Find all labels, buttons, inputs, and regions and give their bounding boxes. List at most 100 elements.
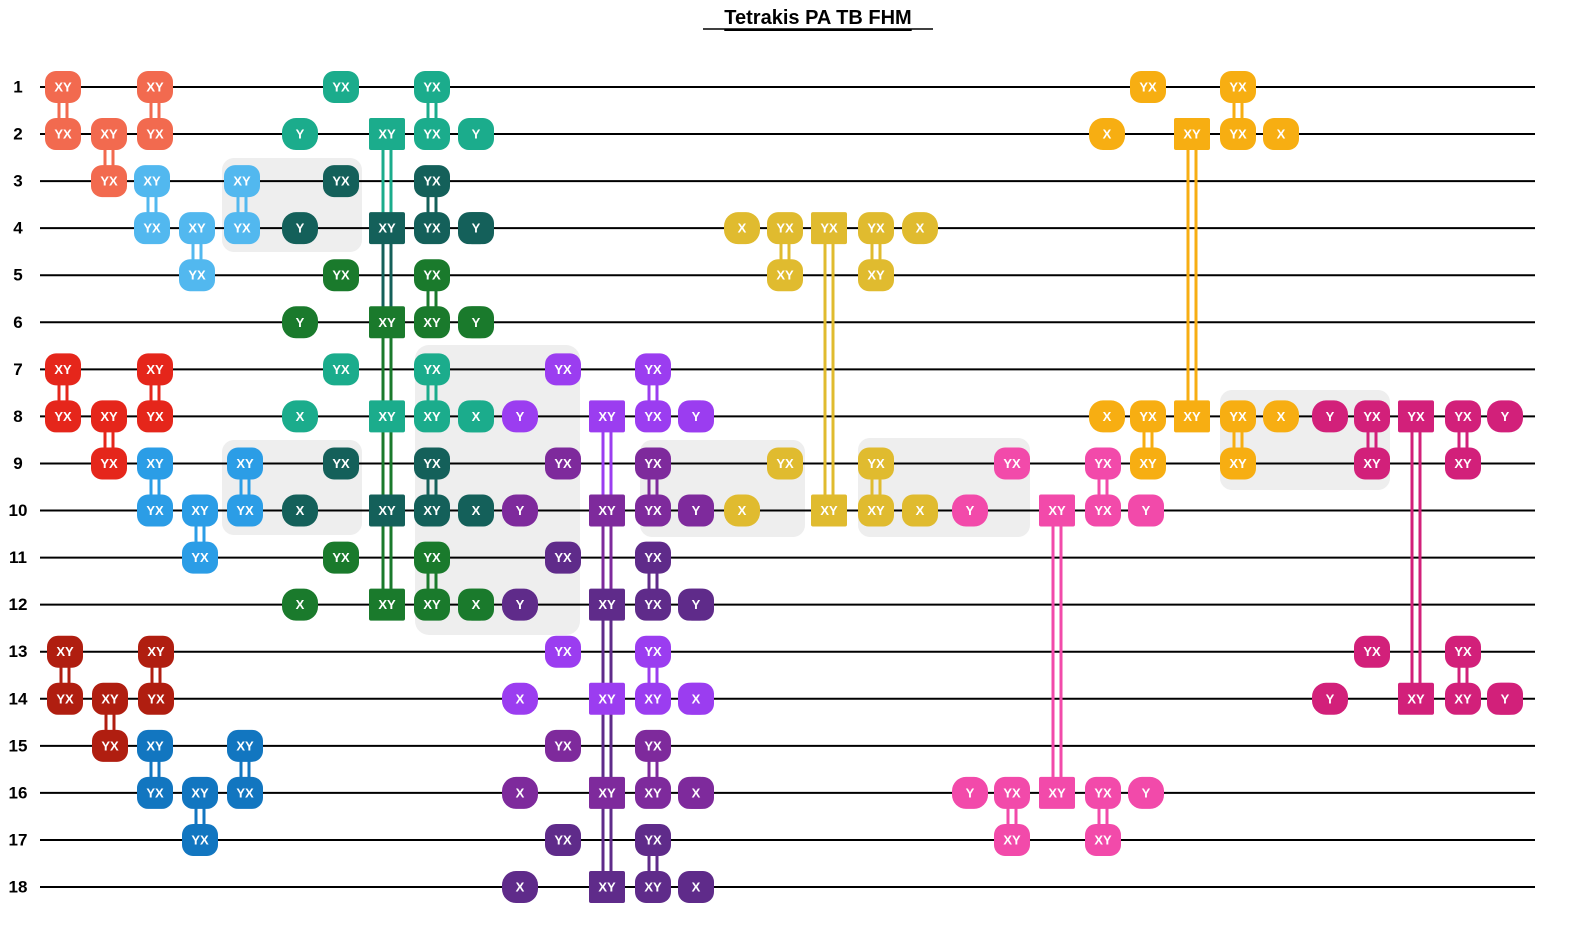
gate-label: X <box>472 503 481 518</box>
gate-label: XY <box>378 221 396 236</box>
gate-label: X <box>296 503 305 518</box>
gate-label: YX <box>644 597 662 612</box>
gate-label: YX <box>644 456 662 471</box>
gate-label: XY <box>147 644 165 659</box>
gate-label: YX <box>1094 503 1112 518</box>
gate <box>1130 447 1166 480</box>
gate-label: Y <box>516 409 525 424</box>
gate <box>858 447 894 480</box>
gate <box>414 541 450 574</box>
gate-label: XY <box>378 409 396 424</box>
gate <box>1130 71 1166 103</box>
gate-label: X <box>1277 127 1286 142</box>
gate-label: Y <box>1501 691 1510 706</box>
gate <box>545 447 581 480</box>
gate-label: YX <box>101 738 119 753</box>
gate <box>1089 118 1125 151</box>
gate-label: YX <box>423 174 441 189</box>
gate-label: YX <box>236 785 254 800</box>
gate <box>635 776 671 809</box>
gate-label: XY <box>1229 456 1247 471</box>
gate <box>137 447 173 480</box>
gate <box>678 400 714 433</box>
gate-label: Y <box>296 221 305 236</box>
gate <box>227 729 263 762</box>
gate-label: XY <box>598 597 616 612</box>
gate <box>414 588 450 621</box>
gate-label: YX <box>146 409 164 424</box>
gate <box>282 400 318 433</box>
gate <box>458 588 494 621</box>
gate <box>678 682 714 715</box>
gate-label: XY <box>1454 456 1472 471</box>
gate <box>1128 776 1164 809</box>
gate-label: XY <box>1048 785 1066 800</box>
gate-label: Y <box>1326 691 1335 706</box>
gate <box>589 776 625 809</box>
gate-label: Y <box>966 785 975 800</box>
gate-label: YX <box>1454 644 1472 659</box>
gate-label: XY <box>236 738 254 753</box>
gate-label: YX <box>1454 409 1472 424</box>
gate <box>635 400 671 433</box>
gate-label: YX <box>56 691 74 706</box>
gate <box>282 494 318 527</box>
gate <box>635 635 671 668</box>
gate-label: X <box>692 785 701 800</box>
gate <box>1039 776 1075 809</box>
qubit-label: 8 <box>13 407 22 426</box>
gate-label: XY <box>598 880 616 895</box>
gate <box>589 871 625 904</box>
gate-label: Y <box>1326 409 1335 424</box>
gate-label: YX <box>100 174 118 189</box>
gate <box>1220 400 1256 433</box>
gate-label: YX <box>1139 80 1157 95</box>
gate <box>994 447 1030 480</box>
gate <box>323 447 359 480</box>
gate <box>414 118 450 151</box>
gate <box>414 494 450 527</box>
gate-label: XY <box>146 80 164 95</box>
gate-label: XY <box>233 174 251 189</box>
gate <box>282 212 318 245</box>
gate <box>137 776 173 809</box>
gate <box>458 400 494 433</box>
gate <box>224 212 260 245</box>
gate-label: XY <box>598 409 616 424</box>
gate <box>678 776 714 809</box>
gate-label: XY <box>598 503 616 518</box>
gate-label: Y <box>692 409 701 424</box>
gate <box>227 494 263 527</box>
gate-label: XY <box>598 785 616 800</box>
gate-label: XY <box>146 456 164 471</box>
gate <box>1398 400 1434 433</box>
gate-label: YX <box>146 785 164 800</box>
gate <box>1312 400 1348 433</box>
gate <box>92 729 128 762</box>
gate-label: XY <box>423 503 441 518</box>
gate <box>323 259 359 292</box>
gate <box>1487 682 1523 715</box>
gate-label: YX <box>423 127 441 142</box>
gate-label: YX <box>644 550 662 565</box>
gate <box>1354 400 1390 433</box>
gate-label: YX <box>1229 409 1247 424</box>
title: Tetrakis PA TB FHM <box>724 7 911 29</box>
gate-label: Y <box>472 315 481 330</box>
gate-label: XY <box>423 409 441 424</box>
gate-label: X <box>472 597 481 612</box>
gate <box>282 306 318 339</box>
gate-label: YX <box>423 221 441 236</box>
gate <box>45 353 81 386</box>
gate-label: YX <box>423 456 441 471</box>
gate-label: Y <box>516 503 525 518</box>
gate-label: XY <box>1363 456 1381 471</box>
gate <box>635 447 671 480</box>
gate <box>414 71 450 103</box>
qubit-label: 2 <box>13 125 22 144</box>
gate <box>545 635 581 668</box>
gate <box>1089 400 1125 433</box>
gate-label: YX <box>554 456 572 471</box>
gate <box>1039 494 1075 527</box>
gate <box>323 541 359 574</box>
